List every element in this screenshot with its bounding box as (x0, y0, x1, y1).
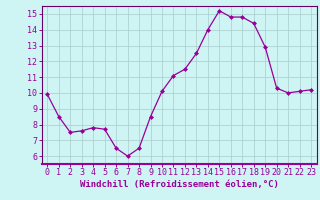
X-axis label: Windchill (Refroidissement éolien,°C): Windchill (Refroidissement éolien,°C) (80, 180, 279, 189)
